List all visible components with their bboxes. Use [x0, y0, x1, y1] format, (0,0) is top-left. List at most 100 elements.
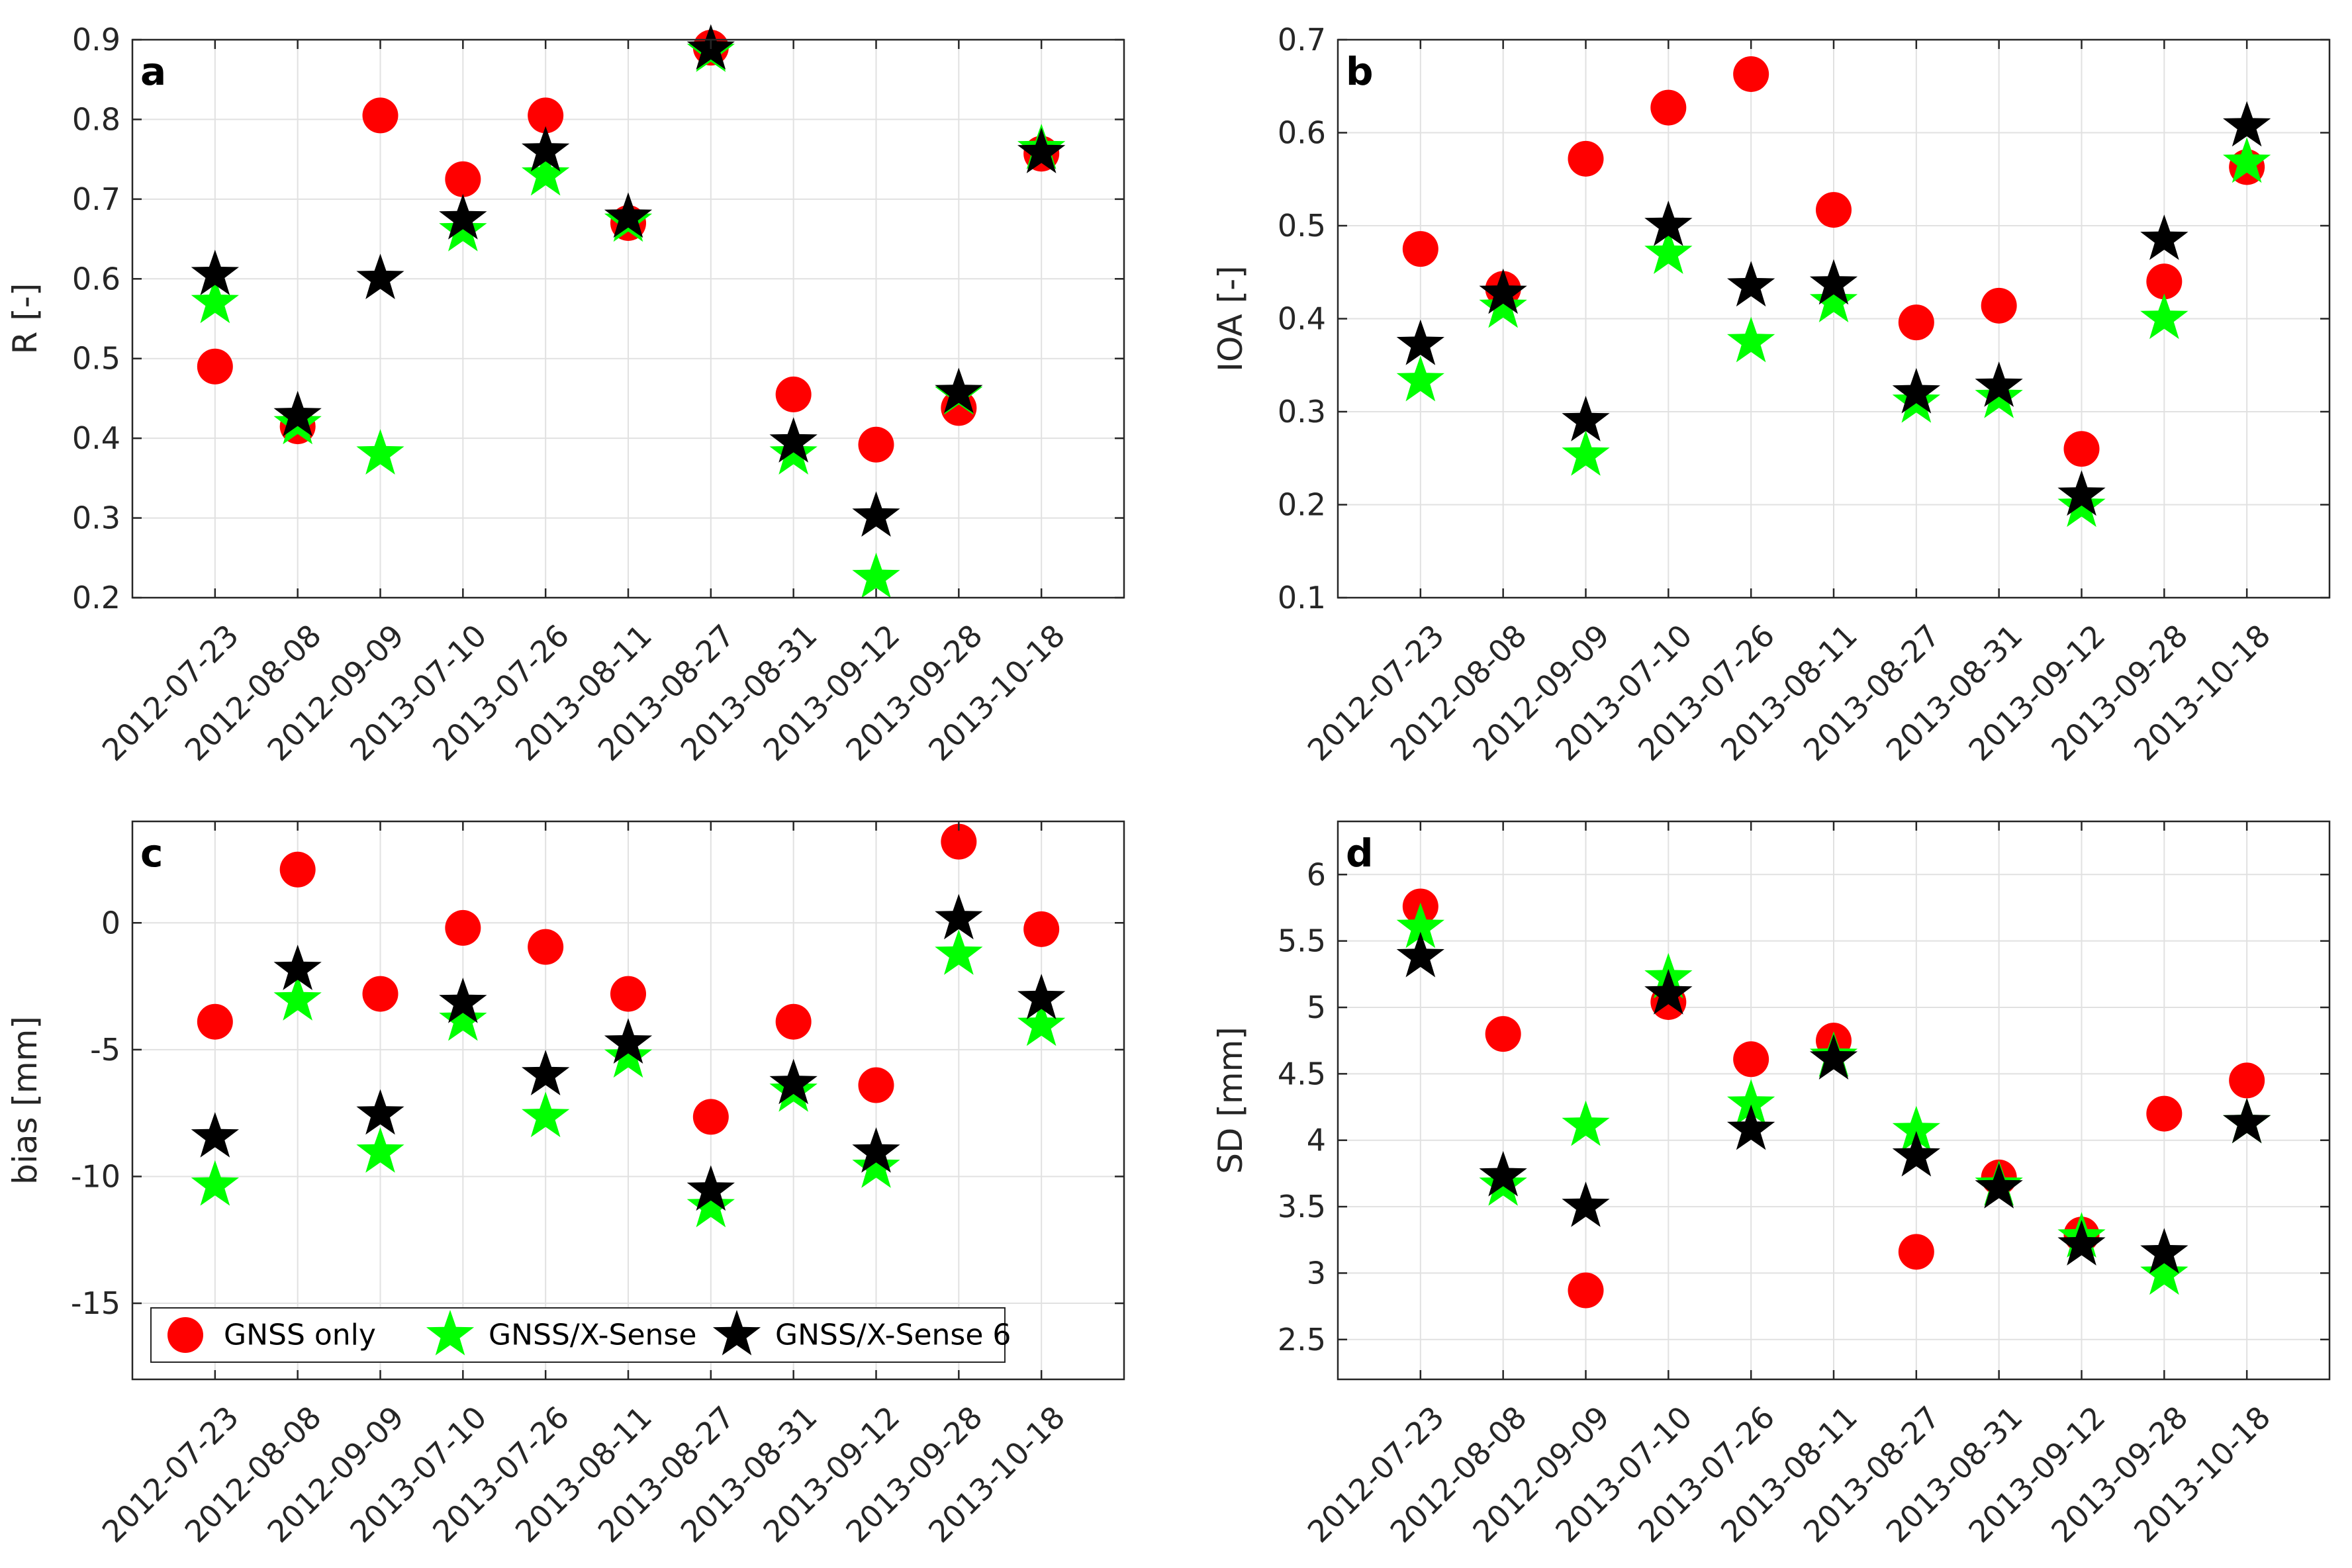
point-gnss-x-sense-6-2012-09-09: [1562, 396, 1610, 441]
y-tick-label: 3: [1307, 1255, 1326, 1291]
point-gnss-x-sense-6-2013-08-11: [1809, 259, 1858, 305]
point-gnss-x-sense-2012-08-08: [1479, 282, 1527, 328]
panel-a: 0.20.30.40.50.60.70.80.92012-07-232012-0…: [6, 22, 1125, 768]
y-tick-label: 0.4: [72, 420, 120, 456]
point-gnss-x-sense-2012-07-23: [191, 277, 239, 324]
panel-label: b: [1346, 49, 1374, 94]
point-gnss-x-sense-6-2013-09-28: [2140, 1228, 2188, 1274]
point-gnss-only-2013-08-27: [1898, 1234, 1934, 1270]
point-gnss-only-2012-09-09: [1568, 1272, 1604, 1309]
point-gnss-x-sense-2013-08-11: [604, 1032, 653, 1078]
point-gnss-x-sense-2013-09-28: [935, 929, 983, 975]
point-gnss-x-sense-2013-09-12: [852, 552, 900, 598]
point-gnss-x-sense-6-2012-09-09: [356, 254, 404, 299]
point-gnss-x-sense-6-2012-08-08: [1479, 1150, 1527, 1197]
point-gnss-x-sense-2012-09-09: [356, 1127, 404, 1173]
y-tick-label: 0.3: [72, 500, 120, 536]
point-gnss-x-sense-6-2013-07-10: [439, 978, 487, 1023]
legend-label-gnss-only: GNSS only: [224, 1318, 376, 1352]
point-gnss-x-sense-6-2013-09-28: [935, 894, 983, 940]
point-gnss-x-sense-6-2013-07-10: [1644, 201, 1693, 246]
y-tick-label: 0.7: [72, 181, 120, 217]
point-gnss-x-sense-2013-09-28: [2140, 1249, 2188, 1295]
point-gnss-only-2013-07-26: [1733, 1041, 1769, 1078]
point-gnss-x-sense-6-2013-08-31: [769, 1058, 818, 1105]
point-gnss-x-sense-6-2013-07-10: [439, 194, 487, 240]
point-gnss-x-sense-6-2013-08-11: [604, 192, 653, 238]
y-tick-label: 0.5: [1278, 208, 1326, 244]
y-tick-label: -5: [90, 1032, 120, 1068]
point-gnss-x-sense-2013-07-26: [1727, 316, 1775, 363]
legend-marker-gnss-x-sense: [426, 1310, 475, 1356]
point-gnss-x-sense-2013-10-18: [1017, 1000, 1066, 1046]
point-gnss-x-sense-6-2013-09-12: [2057, 1220, 2106, 1266]
point-gnss-x-sense-2012-07-23: [1396, 902, 1444, 948]
point-gnss-x-sense-2012-07-23: [191, 1160, 239, 1206]
point-gnss-x-sense-6-2012-07-23: [191, 250, 239, 295]
point-gnss-only-2013-09-12: [858, 426, 894, 463]
y-axis-label: R [-]: [6, 283, 44, 355]
point-gnss-x-sense-2013-07-26: [1727, 1079, 1775, 1125]
point-gnss-only-2013-09-28: [2146, 263, 2183, 300]
point-gnss-only-2012-09-09: [1568, 140, 1604, 177]
point-gnss-only-2013-08-11: [1816, 192, 1852, 228]
point-gnss-x-sense-6-2013-08-11: [604, 1018, 653, 1064]
point-gnss-only-2012-08-08: [1485, 1016, 1521, 1052]
point-gnss-x-sense-6-2013-09-12: [2057, 470, 2106, 516]
y-tick-label: 0.5: [72, 341, 120, 377]
point-gnss-x-sense-6-2012-09-09: [1562, 1181, 1610, 1227]
legend: GNSS only GNSS/X-Sense GNSS/X-Sense 6: [150, 1307, 1011, 1363]
point-gnss-only-2013-07-26: [528, 929, 564, 965]
point-gnss-x-sense-2012-09-09: [356, 429, 404, 475]
y-tick-label: 4: [1307, 1123, 1326, 1158]
point-gnss-x-sense-6-2013-10-18: [1017, 128, 1066, 173]
point-gnss-x-sense-6-2013-08-27: [1892, 367, 1940, 414]
y-tick-label: -15: [71, 1285, 120, 1321]
panel-d: 2.533.544.555.562012-07-232012-08-082012…: [1211, 820, 2331, 1549]
legend-marker-gnss-x-sense-6: [712, 1310, 761, 1356]
y-tick-label: 0.3: [1278, 394, 1326, 430]
point-gnss-only-2012-07-23: [197, 1003, 233, 1040]
y-axis-label: bias [mm]: [6, 1016, 44, 1185]
y-tick-label: 0.9: [72, 22, 120, 58]
y-tick-label: 0.4: [1278, 301, 1326, 337]
y-tick-label: 2.5: [1278, 1322, 1326, 1358]
y-tick-label: -10: [71, 1158, 120, 1194]
point-gnss-x-sense-6-2012-08-08: [1479, 268, 1527, 314]
point-gnss-x-sense-6-2013-08-31: [769, 417, 818, 463]
point-gnss-x-sense-6-2013-08-27: [686, 1165, 735, 1211]
panel-label: d: [1346, 831, 1374, 876]
point-gnss-x-sense-6-2012-09-09: [356, 1089, 404, 1135]
point-gnss-only-2013-10-18: [2229, 1062, 2265, 1099]
point-gnss-only-2013-08-31: [775, 1003, 812, 1040]
y-tick-label: 0: [101, 905, 120, 941]
point-gnss-x-sense-2013-07-26: [522, 150, 570, 196]
panel-label: a: [140, 49, 166, 94]
y-tick-label: 0.7: [1278, 22, 1326, 58]
point-gnss-only-2013-07-10: [445, 161, 481, 197]
legend-label-gnss-x-sense: GNSS/X-Sense: [489, 1318, 696, 1352]
y-tick-label: 5.5: [1278, 923, 1326, 959]
point-gnss-only-2013-07-10: [1650, 89, 1687, 126]
y-tick-label: 5: [1307, 990, 1326, 1025]
point-gnss-x-sense-2013-07-10: [1644, 228, 1693, 274]
y-tick-label: 6: [1307, 856, 1326, 892]
point-gnss-x-sense-2013-08-27: [1892, 1105, 1940, 1152]
y-tick-label: 4.5: [1278, 1056, 1326, 1091]
point-gnss-x-sense-6-2013-09-28: [935, 367, 983, 414]
point-gnss-x-sense-2012-09-09: [1562, 1100, 1610, 1146]
point-gnss-only-2013-08-31: [775, 376, 812, 412]
point-gnss-only-2012-09-09: [362, 97, 399, 134]
point-gnss-only-2013-08-27: [692, 1099, 729, 1135]
point-gnss-only-2013-10-18: [1023, 911, 1060, 947]
point-gnss-only-2013-07-26: [1733, 56, 1769, 92]
panel-c: -15-10-502012-07-232012-08-082012-09-092…: [6, 820, 1125, 1549]
point-gnss-x-sense-2013-07-10: [439, 995, 487, 1041]
point-gnss-x-sense-6-2013-10-18: [1017, 974, 1066, 1019]
point-gnss-x-sense-6-2012-07-23: [1396, 319, 1444, 365]
y-tick-label: 0.2: [1278, 487, 1326, 523]
point-gnss-x-sense-6-2013-07-10: [1644, 968, 1693, 1015]
legend-marker-gnss-only: [167, 1317, 203, 1353]
point-gnss-x-sense-6-2013-08-27: [1892, 1130, 1940, 1177]
